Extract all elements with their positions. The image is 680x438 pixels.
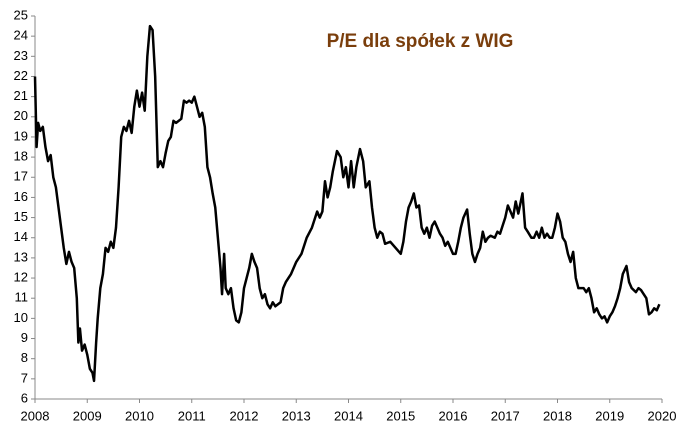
y-tick-label: 17 [14, 169, 28, 184]
y-tick-label: 16 [14, 189, 28, 204]
y-tick-label: 6 [21, 390, 28, 405]
y-tick-label: 20 [14, 108, 28, 123]
chart-title: P/E dla spółek z WIG [327, 31, 514, 52]
y-tick-label: 24 [14, 28, 28, 43]
x-tick-label: 2013 [282, 408, 311, 423]
y-tick-label: 12 [14, 269, 28, 284]
x-tick-label: 2016 [439, 408, 468, 423]
x-tick-label: 2018 [543, 408, 572, 423]
x-tick-label: 2009 [73, 408, 102, 423]
x-tick-label: 2011 [178, 408, 206, 423]
x-tick-label: 2012 [230, 408, 259, 423]
y-tick-label: 14 [14, 229, 28, 244]
x-tick-label: 2008 [21, 408, 50, 423]
data-line [33, 24, 661, 383]
x-tick-label: 2010 [125, 408, 154, 423]
y-tick-label: 9 [21, 330, 28, 345]
x-tick-label: 2014 [334, 408, 363, 423]
y-tick-label: 18 [14, 149, 28, 164]
y-tick-label: 8 [21, 350, 28, 365]
x-tick-label: 2017 [491, 408, 520, 423]
y-tick-label: 11 [15, 290, 29, 305]
y-tick-label: 19 [14, 128, 28, 143]
y-tick-label: 15 [14, 209, 28, 224]
y-tick-label: 22 [14, 68, 28, 83]
y-tick-label: 25 [14, 7, 28, 22]
y-tick-label: 23 [14, 48, 28, 63]
y-tick-label: 21 [14, 88, 28, 103]
x-tick-label: 2020 [648, 408, 677, 423]
x-tick-label: 2015 [386, 408, 415, 423]
y-tick-label: 7 [21, 370, 28, 385]
y-tick-label: 13 [14, 249, 28, 264]
y-tick-label: 10 [14, 310, 28, 325]
x-tick-label: 2019 [595, 408, 624, 423]
